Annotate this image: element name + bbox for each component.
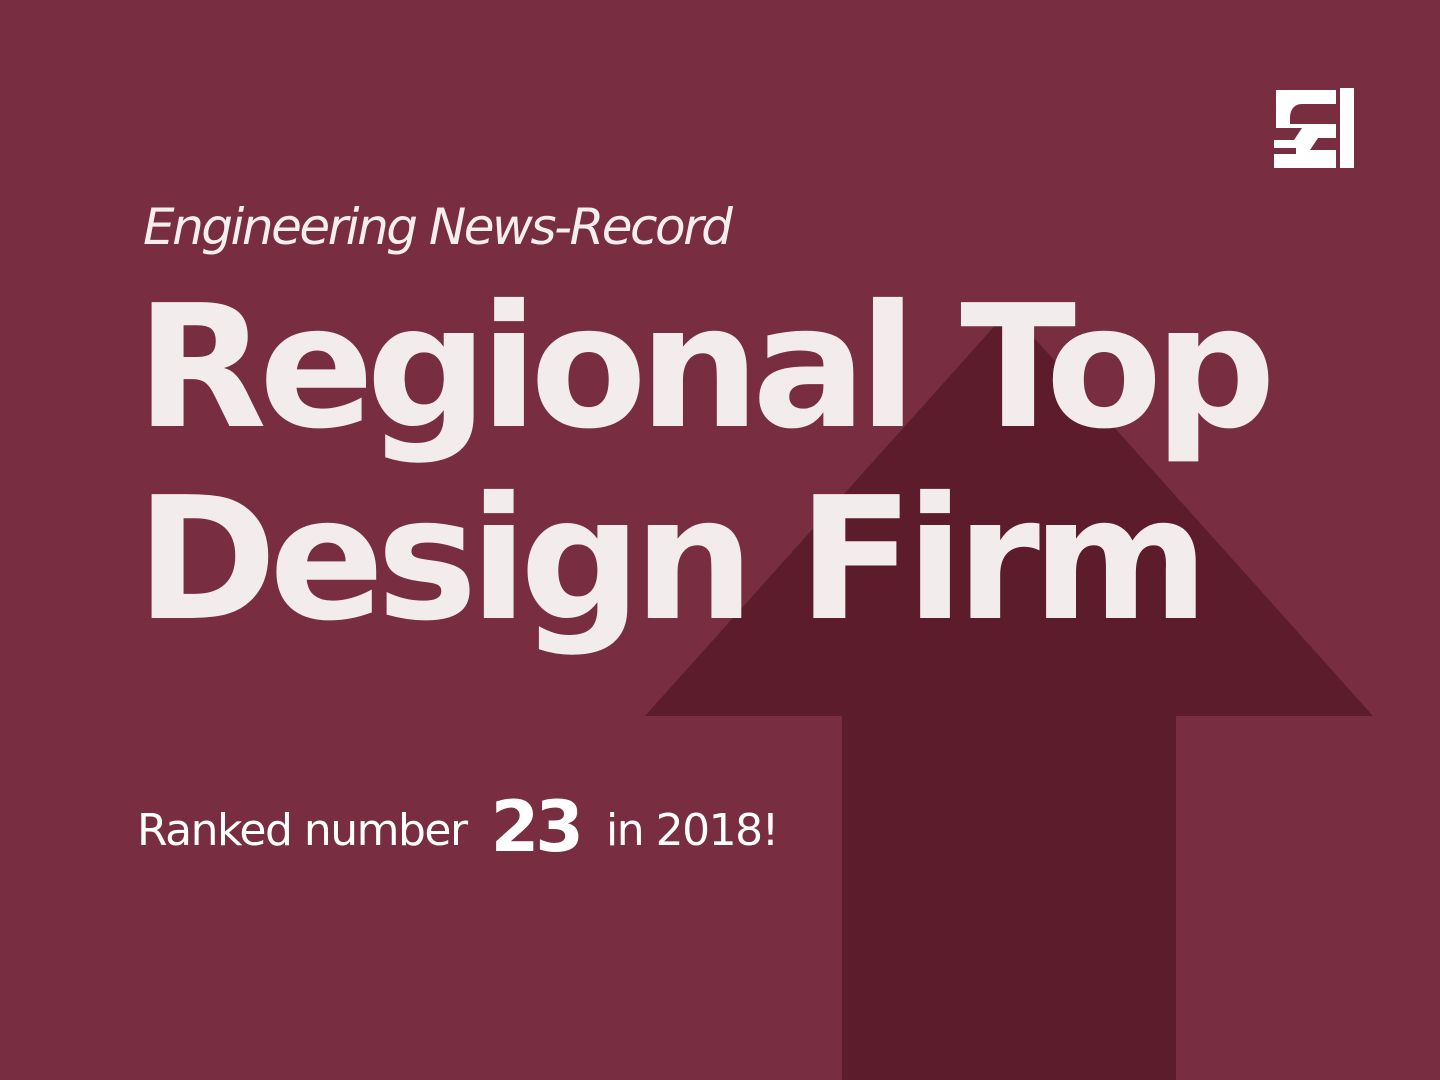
publication-name: Engineering News-Record (143, 198, 733, 256)
ranking-statement: Ranked number 23 in 2018! (137, 780, 779, 868)
headline: Regional Top Design Firm (136, 269, 1276, 659)
ranking-number: 23 (490, 786, 584, 868)
headline-line-1: Regional Top (136, 269, 1276, 467)
g-logo-icon (1274, 88, 1354, 168)
headline-line-2: Design Firm (136, 461, 1209, 659)
ranking-prefix: Ranked number (137, 805, 468, 856)
ranking-suffix: in 2018! (606, 805, 779, 856)
